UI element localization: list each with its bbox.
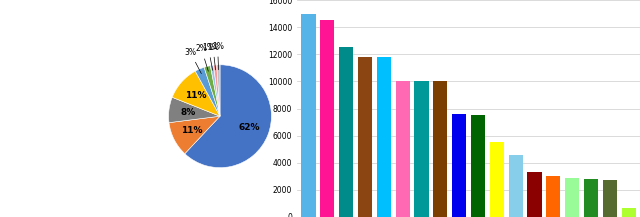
Bar — [301, 13, 316, 217]
Text: 62%: 62% — [239, 123, 260, 132]
Bar — [339, 48, 353, 217]
Text: 8%: 8% — [180, 108, 196, 117]
Wedge shape — [185, 65, 271, 168]
Wedge shape — [168, 97, 220, 123]
Wedge shape — [217, 65, 220, 116]
Bar — [377, 57, 391, 217]
Wedge shape — [204, 66, 220, 116]
Text: 11%: 11% — [186, 91, 207, 100]
Bar — [509, 155, 523, 217]
Bar — [547, 176, 561, 217]
Text: 1%: 1% — [207, 43, 219, 70]
Bar — [490, 142, 504, 217]
Text: 11%: 11% — [181, 126, 202, 135]
Bar — [415, 81, 429, 217]
Wedge shape — [169, 116, 220, 154]
Text: 2%: 2% — [195, 44, 208, 71]
Bar — [433, 81, 447, 217]
Wedge shape — [195, 67, 220, 116]
Legend: # Person, 2, 3, 4, 5, 6, 7, 8, 9, ≥10: # Person, 2, 3, 4, 5, 6, 7, 8, 9, ≥10 — [298, 53, 344, 164]
Wedge shape — [214, 65, 220, 116]
Bar — [584, 179, 598, 217]
Wedge shape — [211, 65, 220, 116]
Bar — [396, 81, 410, 217]
Bar — [358, 57, 372, 217]
Bar — [452, 114, 466, 217]
Bar — [320, 20, 334, 217]
Bar — [621, 207, 636, 217]
Wedge shape — [172, 71, 220, 116]
Text: 1%: 1% — [202, 43, 214, 70]
Bar — [603, 180, 617, 217]
Bar — [565, 178, 579, 217]
Text: 3%: 3% — [184, 48, 202, 74]
Bar — [527, 172, 541, 217]
Text: 1%: 1% — [212, 42, 223, 70]
Bar — [471, 115, 485, 217]
